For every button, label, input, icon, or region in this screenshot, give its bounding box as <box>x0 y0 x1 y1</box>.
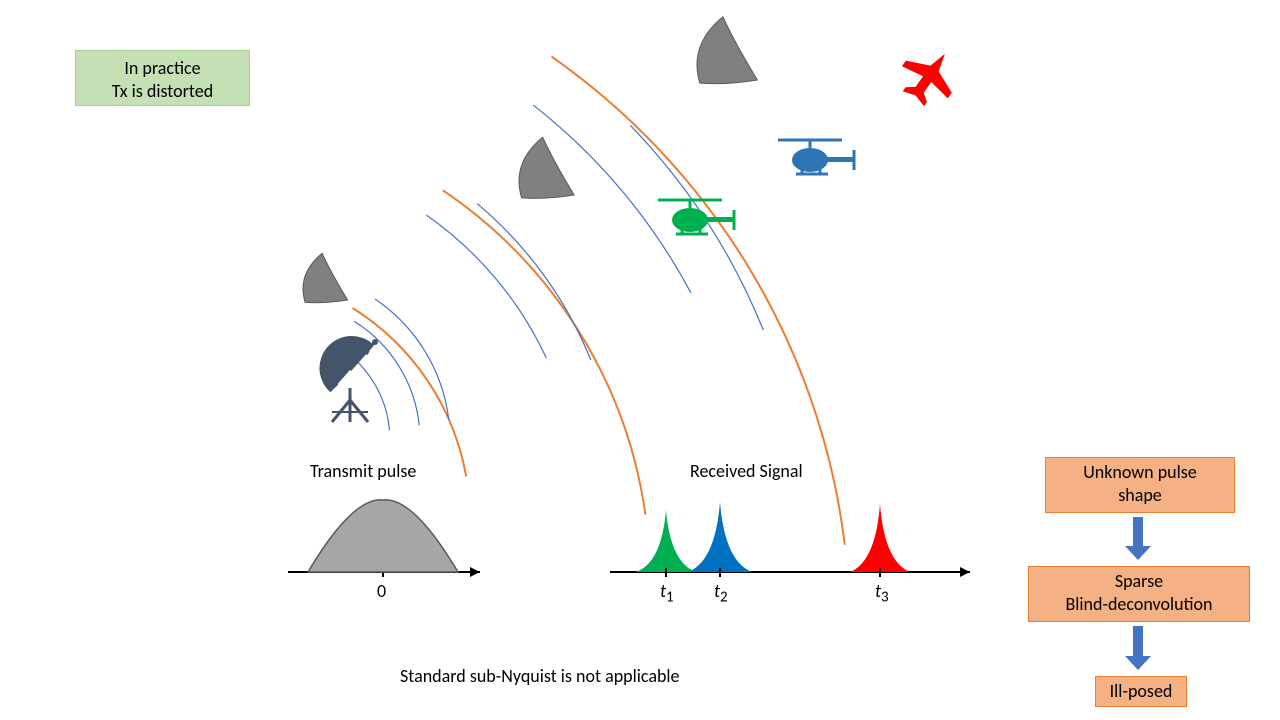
bottom-caption: Standard sub-Nyquist is not applicable <box>400 665 680 687</box>
received-peak-2 <box>688 502 752 572</box>
helicopter-blue-icon <box>778 140 854 174</box>
wave-arc-blue <box>354 321 419 425</box>
wave-arc-orange <box>352 308 466 477</box>
pulse-shape-icon <box>697 17 757 84</box>
wave-arc-blue <box>477 204 591 361</box>
received-peak-3 <box>850 504 910 572</box>
received-peak-1 <box>636 510 696 572</box>
flow-ill-posed: Ill-posed <box>1095 676 1187 707</box>
pulse-shape-icon <box>303 253 348 302</box>
tick-t2: t2 <box>714 580 728 607</box>
transmit-pulse-shape <box>308 500 458 572</box>
airplane-icon <box>890 38 967 115</box>
tick-t1: t1 <box>660 580 674 607</box>
received-signal-label: Received Signal <box>690 460 803 482</box>
pulse-shape-icon <box>519 137 574 198</box>
wave-arc-blue <box>426 215 546 358</box>
transmit-pulse-label: Transmit pulse <box>310 460 416 482</box>
flow-unknown-pulse-shape: Unknown pulse shape <box>1045 457 1235 513</box>
tick-t3: t3 <box>875 580 889 607</box>
flow-sparse-blind-deconvolution: Sparse Blind-deconvolution <box>1028 566 1250 622</box>
tick-zero: 0 <box>377 580 386 602</box>
